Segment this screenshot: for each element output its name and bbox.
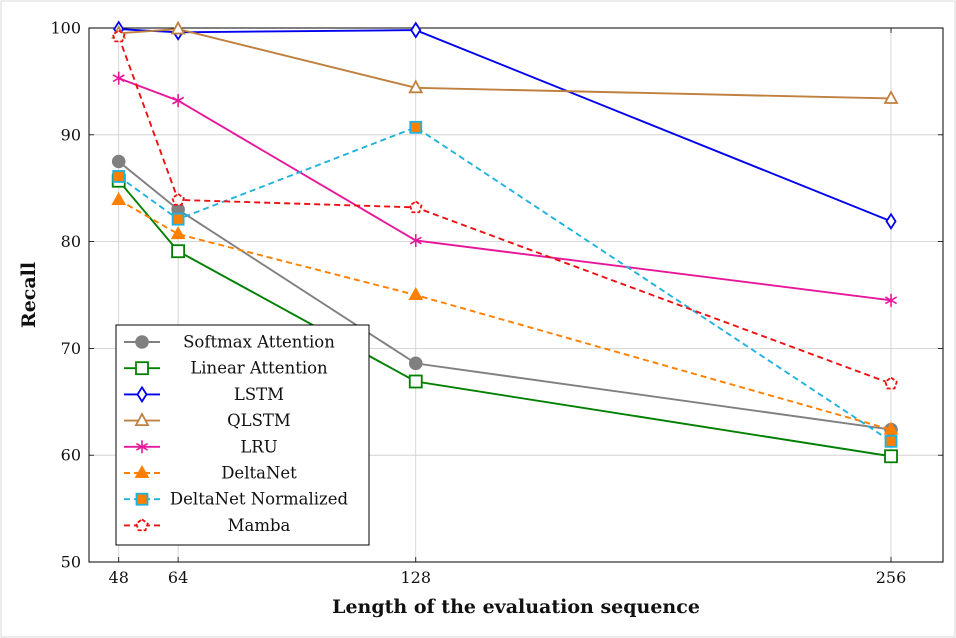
data-point bbox=[883, 90, 899, 104]
data-point bbox=[170, 20, 186, 35]
data-point bbox=[170, 226, 186, 240]
plot-area bbox=[88, 27, 944, 563]
series-line bbox=[117, 36, 892, 385]
axis-ticks: 48 64 128 256 50 60 70 80 90 100 bbox=[50, 19, 943, 587]
legend-entry: LRU bbox=[124, 437, 278, 456]
legend-label: DeltaNet Normalized bbox=[170, 490, 349, 509]
data-point bbox=[171, 244, 186, 259]
data-point bbox=[409, 234, 422, 248]
legend-entry: QLSTM bbox=[124, 411, 291, 430]
data-point bbox=[408, 200, 423, 214]
legend-entry: DeltaNet bbox=[124, 464, 297, 483]
legend-label: Mamba bbox=[228, 516, 291, 535]
y-tick-label: 100 bbox=[50, 19, 81, 38]
data-point bbox=[112, 71, 125, 85]
x-tick-label: 128 bbox=[400, 568, 431, 587]
data-point bbox=[884, 376, 898, 390]
y-tick-label: 70 bbox=[61, 339, 81, 358]
data-point bbox=[111, 29, 126, 43]
data-point bbox=[112, 170, 126, 183]
y-tick-label: 90 bbox=[61, 125, 81, 144]
legend-swatch-marker bbox=[135, 361, 149, 376]
legend: Softmax Attention Linear Attention LSTM QLS… bbox=[115, 324, 370, 546]
x-tick-label: 48 bbox=[109, 568, 129, 587]
series-line bbox=[118, 28, 892, 100]
x-tick-label: 256 bbox=[876, 568, 907, 587]
legend-swatch-marker bbox=[134, 464, 150, 478]
legend-box bbox=[115, 324, 370, 546]
data-point bbox=[172, 94, 185, 108]
legend-swatch-marker bbox=[134, 412, 150, 427]
data-point bbox=[171, 192, 185, 206]
x-axis-title: Length of the evaluation sequence bbox=[332, 596, 700, 618]
series-layer bbox=[111, 20, 899, 464]
y-tick-label: 50 bbox=[61, 553, 81, 572]
legend-label: Linear Attention bbox=[190, 359, 328, 378]
data-point bbox=[408, 374, 423, 389]
legend-swatch-marker bbox=[135, 492, 149, 506]
legend-label: QLSTM bbox=[227, 411, 291, 430]
series-line bbox=[118, 77, 892, 302]
series-softmax-attention bbox=[111, 154, 898, 437]
data-point bbox=[885, 212, 897, 230]
legend-label: LRU bbox=[240, 437, 277, 456]
data-point bbox=[408, 286, 424, 300]
series-mamba bbox=[111, 29, 898, 390]
data-point bbox=[111, 154, 126, 169]
y-axis-title: Recall bbox=[18, 262, 40, 328]
data-point bbox=[884, 434, 898, 448]
legend-entry: DeltaNet Normalized bbox=[124, 490, 348, 509]
data-point bbox=[884, 449, 898, 464]
series-lru bbox=[112, 71, 898, 307]
series-deltanet-normalized bbox=[112, 120, 898, 448]
data-point bbox=[171, 212, 185, 226]
y-tick-label: 80 bbox=[61, 232, 81, 251]
legend-entry: Mamba bbox=[124, 516, 291, 535]
data-point bbox=[409, 120, 423, 134]
legend-entry: Linear Attention bbox=[124, 359, 328, 378]
legend-swatch-marker bbox=[135, 335, 149, 349]
series-deltanet bbox=[111, 191, 899, 435]
legend-label: Softmax Attention bbox=[183, 333, 335, 352]
data-point bbox=[410, 21, 422, 39]
data-point bbox=[408, 356, 423, 371]
series-line bbox=[118, 126, 892, 443]
x-tick-label: 64 bbox=[168, 568, 188, 587]
series-line bbox=[118, 160, 892, 431]
legend-label: DeltaNet bbox=[221, 464, 297, 483]
legend-entry: LSTM bbox=[124, 385, 284, 404]
legend-label: LSTM bbox=[234, 385, 284, 404]
data-point bbox=[883, 421, 899, 435]
series-line bbox=[118, 199, 892, 431]
data-point bbox=[408, 79, 424, 94]
y-tick-label: 60 bbox=[61, 446, 81, 465]
legend-swatch-marker bbox=[135, 518, 149, 532]
legend-swatch-marker bbox=[136, 385, 148, 404]
data-point bbox=[884, 293, 898, 307]
legend-swatch-marker bbox=[135, 440, 149, 454]
legend-entry: Softmax Attention bbox=[124, 333, 335, 352]
data-point bbox=[111, 191, 127, 205]
